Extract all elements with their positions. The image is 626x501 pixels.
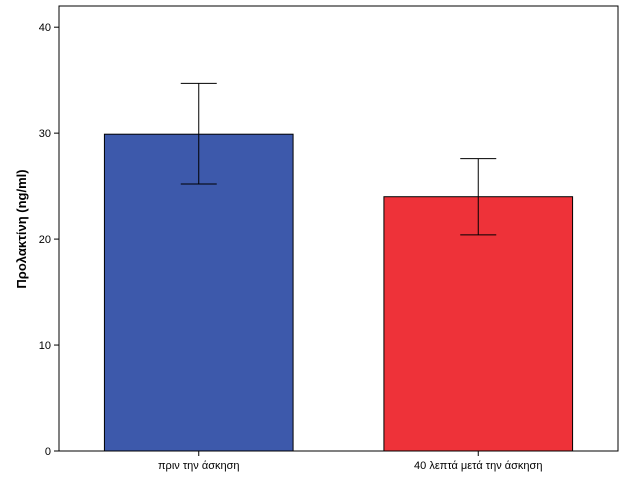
x-axis: πριν την άσκηση 40 λεπτά μετά την άσκηση <box>158 451 542 472</box>
x-tick-label: πριν την άσκηση <box>158 460 240 472</box>
y-tick-label: 10 <box>39 340 51 352</box>
bars <box>103 133 574 452</box>
y-tick-label: 20 <box>39 234 51 246</box>
x-tick-label: 40 λεπτά μετά την άσκηση <box>414 460 542 472</box>
plot-frame <box>58 5 619 452</box>
y-tick-label: 40 <box>39 22 51 34</box>
error-bars <box>180 82 497 236</box>
y-tick-label: 0 <box>45 446 51 458</box>
y-axis-title: Προλακτίνη (ng/ml) <box>14 169 29 288</box>
bar <box>103 133 294 452</box>
y-tick-label: 30 <box>39 128 51 140</box>
y-axis: 0 10 20 30 40 <box>39 22 59 458</box>
